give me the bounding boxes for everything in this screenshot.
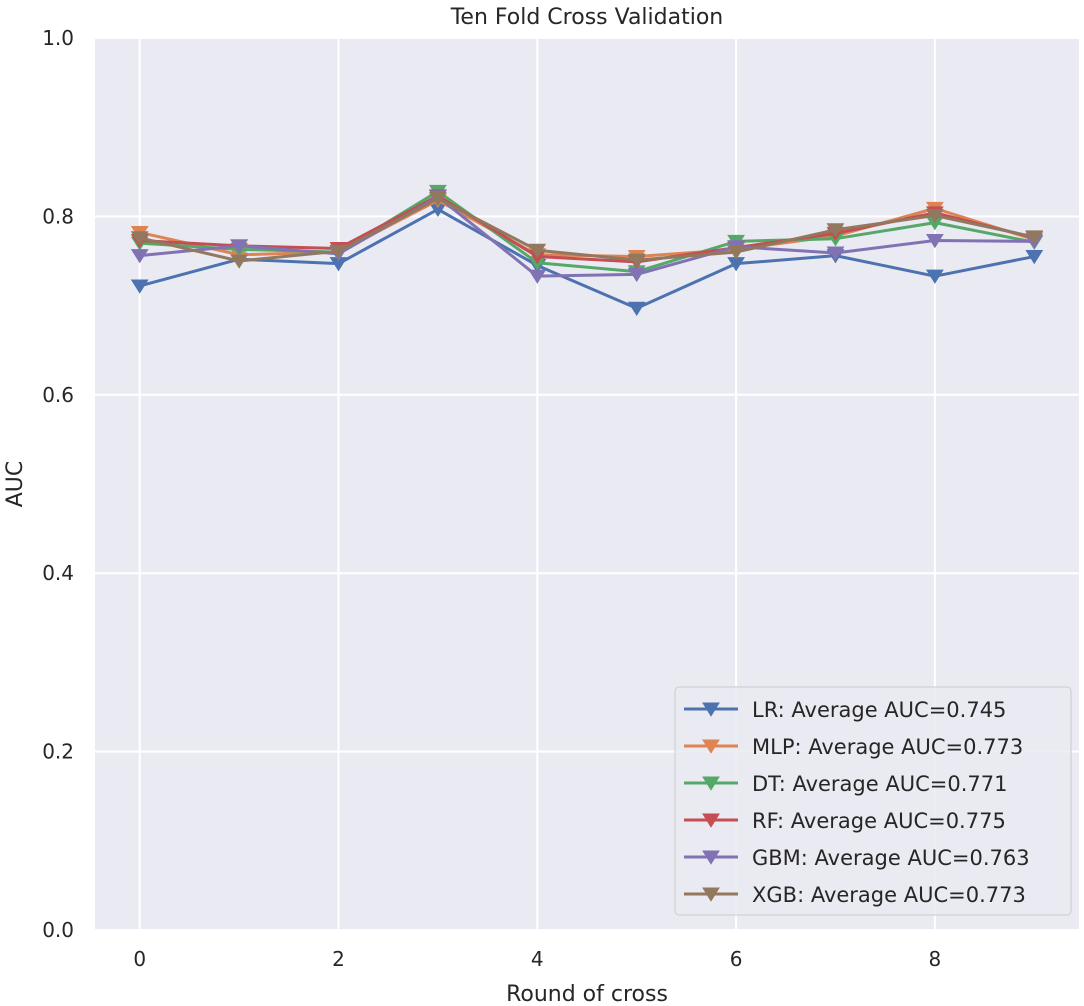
data-point-xgb: [1025, 230, 1044, 245]
legend-item-rf: RF: Average AUC=0.775: [684, 809, 1006, 833]
y-tick-label: 0.4: [42, 561, 74, 585]
data-point-xgb: [826, 223, 845, 238]
legend-label-gbm: GBM: Average AUC=0.763: [752, 846, 1030, 870]
data-point-gbm: [130, 249, 149, 264]
x-tick-label: 6: [730, 947, 743, 971]
legend-label-lr: LR: Average AUC=0.745: [752, 698, 1006, 722]
legend-item-gbm: GBM: Average AUC=0.763: [684, 846, 1030, 870]
legend-label-rf: RF: Average AUC=0.775: [752, 809, 1006, 833]
data-point-gbm: [230, 239, 249, 254]
legend-marker-mlp: [702, 739, 720, 754]
legend-marker-dt: [702, 776, 720, 791]
data-point-lr: [627, 301, 646, 317]
legend-marker-xgb: [702, 887, 720, 902]
legend-item-dt: DT: Average AUC=0.771: [684, 772, 1007, 796]
legend-item-lr: LR: Average AUC=0.745: [684, 698, 1006, 722]
legend-item-xgb: XGB: Average AUC=0.773: [684, 883, 1026, 907]
tick-labels: 0 2 4 6 8 0.0 0.2 0.4 0.6 0.8 1.0: [42, 26, 941, 971]
x-axis-label: Round of cross: [506, 982, 668, 1006]
y-tick-label: 0.2: [42, 740, 74, 764]
data-point-xgb: [429, 192, 447, 207]
y-tick-label: 0.0: [42, 918, 74, 942]
legend-marker-rf: [702, 813, 720, 828]
legend-items: LR: Average AUC=0.745 MLP: Average AUC=0.…: [684, 698, 1030, 907]
series-line-lr: [138, 207, 1036, 310]
data-point-lr: [130, 279, 149, 294]
chart-title: Ten Fold Cross Validation: [450, 5, 724, 30]
x-tick-label: 0: [133, 947, 146, 971]
x-tick-label: 4: [531, 947, 544, 971]
series-group: [130, 184, 1044, 317]
data-point-gbm: [627, 267, 646, 283]
x-tick-label: 8: [929, 947, 942, 971]
legend-label-mlp: MLP: Average AUC=0.773: [752, 735, 1023, 759]
legend-label-dt: DT: Average AUC=0.771: [752, 772, 1007, 796]
data-point-xgb: [727, 245, 745, 260]
legend: LR: Average AUC=0.745 MLP: Average AUC=0.…: [674, 686, 1072, 916]
y-axis-label: AUC: [3, 461, 28, 508]
series-line-xgb: [138, 197, 1036, 263]
y-tick-label: 1.0: [42, 26, 74, 50]
data-point-gbm: [826, 246, 845, 261]
data-point-xgb: [528, 243, 547, 259]
data-point-gbm: [925, 233, 944, 249]
x-tick-label: 2: [332, 947, 345, 971]
data-point-lr: [925, 269, 944, 284]
y-tick-label: 0.8: [42, 204, 74, 228]
legend-box: [674, 686, 1072, 916]
series-line-gbm: [138, 195, 1036, 278]
data-point-xgb: [925, 209, 944, 224]
legend-label-xgb: XGB: Average AUC=0.773: [752, 883, 1026, 907]
legend-item-mlp: MLP: Average AUC=0.773: [684, 735, 1023, 759]
data-point-xgb: [627, 253, 646, 268]
data-point-gbm: [528, 269, 547, 284]
legend-marker-lr: [702, 702, 720, 717]
data-point-xgb: [230, 254, 249, 269]
legend-marker-gbm: [702, 850, 720, 865]
series-xgb: [130, 192, 1044, 269]
data-point-xgb: [130, 231, 149, 246]
data-point-lr: [1025, 250, 1044, 265]
data-point-xgb: [329, 244, 348, 259]
y-tick-label: 0.6: [42, 383, 74, 407]
